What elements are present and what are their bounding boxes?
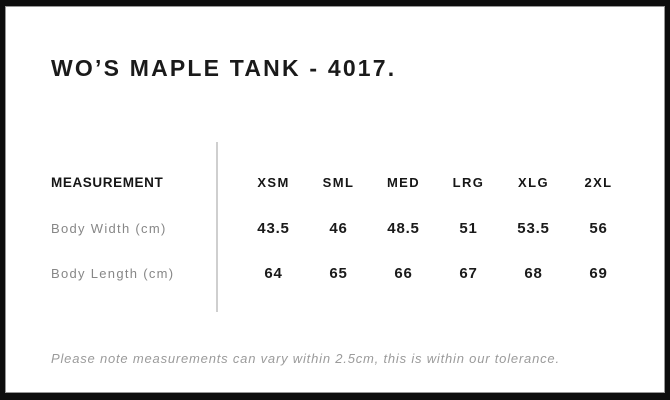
size-header-xsm: XSM <box>257 175 290 190</box>
body-length-sml-value: 65 <box>329 265 348 282</box>
body-length-2xl-value: 69 <box>589 265 608 282</box>
body-length-xsm-value: 64 <box>264 265 283 282</box>
body-width-xlg-value: 53.5 <box>517 220 550 237</box>
size-guide-panel: WO’S MAPLE TANK - 4017. MEASUREMENT XSM … <box>5 6 665 393</box>
table-row-body-width: Body Width (cm) 43.5 46 48.5 51 53.5 56 <box>51 216 631 242</box>
measurement-column-header: MEASUREMENT <box>51 175 164 190</box>
row-label-body-length: Body Length (cm) <box>51 266 175 281</box>
size-header-sml: SML <box>322 175 355 190</box>
body-width-lrg-value: 51 <box>459 220 478 237</box>
row-label-body-width: Body Width (cm) <box>51 221 167 236</box>
body-length-lrg-value: 67 <box>459 265 478 282</box>
body-width-2xl-value: 56 <box>589 220 608 237</box>
body-width-med-value: 48.5 <box>387 220 420 237</box>
body-length-med-value: 66 <box>394 265 413 282</box>
size-header-2xl: 2XL <box>584 175 613 190</box>
page-title: WO’S MAPLE TANK - 4017. <box>51 55 397 81</box>
body-width-xsm-value: 43.5 <box>257 220 290 237</box>
body-width-sml-value: 46 <box>329 220 348 237</box>
body-length-xlg-value: 68 <box>524 265 543 282</box>
size-header-med: MED <box>386 175 421 190</box>
size-header-xlg: XLG <box>518 175 549 190</box>
table-column-divider <box>216 142 218 312</box>
tolerance-note: Please note measurements can vary within… <box>51 351 560 366</box>
size-table-header-row: MEASUREMENT XSM SML MED LRG XLG 2XL <box>51 170 631 196</box>
size-header-lrg: LRG <box>452 175 485 190</box>
table-row-body-length: Body Length (cm) 64 65 66 67 68 69 <box>51 261 631 287</box>
